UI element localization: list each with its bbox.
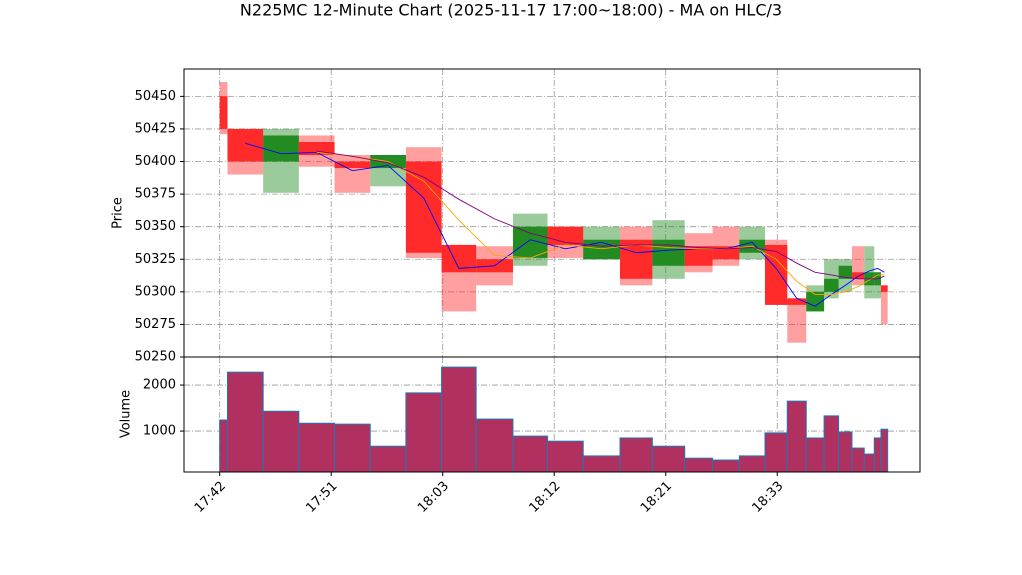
y-tick-label: 50375 [135,187,176,202]
y-tick-label: 50350 [135,219,176,234]
y-tick-label: 50300 [135,284,176,299]
volume-bar [684,457,714,473]
volume-bar [298,422,336,473]
volume-bar [512,435,549,473]
volume-bar [873,437,882,473]
price-frame [183,68,921,358]
y-axis-label: Price [111,197,126,229]
volume-bar [712,459,740,473]
candle-body [851,272,865,279]
candle-body [787,298,807,305]
x-tick-label: 18:33 [749,479,786,516]
volume-bar [764,432,788,473]
y-tick-label: 50250 [135,350,176,365]
volume-bar [475,418,514,473]
y-tick-label: 1000 [143,424,176,439]
y-tick-label: 50450 [135,89,176,104]
volume-bar [441,366,477,473]
ma-line [316,151,885,295]
volume-frame [183,356,921,473]
volume-bar [838,431,853,473]
candle-body [652,239,685,266]
candle-body [838,265,852,279]
candle-body [824,278,839,292]
candle-wick [787,298,807,343]
ma-line [316,150,885,280]
candle-body [583,239,621,260]
volume-bar [851,447,865,473]
volume-bar [405,392,443,473]
candle-body [764,244,788,305]
volume-bar [582,455,621,473]
volume-axis-label: Volume [119,390,134,438]
x-tick-label: 18:12 [526,479,563,516]
candle-wick [880,285,888,325]
plot-area: 50250 50275 50300 50325 50350 50375 50400 50425… [135,69,920,516]
x-tick-label: 17:42 [192,479,229,516]
x-tick-label: 17:51 [303,479,340,516]
chart-title: N225MC 12-Minute Chart (2025-11-17 17:00… [240,1,782,20]
volume-bar [651,445,686,473]
candle-body [880,285,888,292]
volume-bar [226,371,264,473]
volume-bar [369,445,407,473]
candle-body [684,246,713,266]
candle-body [712,246,740,260]
candle-body [263,135,299,162]
x-tick-label: 18:21 [638,479,675,516]
volume-bar [805,437,825,473]
volume-bar [863,453,875,473]
volume-bar [219,419,228,473]
candle-body [405,161,442,253]
volume-bar [262,410,300,473]
volume-bar [738,455,766,473]
y-tick-label: 50425 [135,121,176,136]
candle-body [219,96,228,129]
candle-body [806,291,825,312]
candle-body [334,161,371,169]
y-tick-label: 50275 [135,317,176,332]
volume-bar [547,440,584,473]
y-tick-label: 50400 [135,154,176,169]
volume-bar [786,400,807,473]
candle-body [227,128,264,162]
x-tick-label: 18:03 [415,479,452,516]
ma-line [245,142,885,307]
candle-body [298,141,335,156]
volume-bar [880,428,889,473]
candle-wick [334,155,371,193]
volume-bar [334,423,371,473]
volume-bar [823,415,840,473]
volume-bar [619,437,653,473]
y-tick-label: 2000 [143,378,176,393]
y-tick-label: 50325 [135,252,176,267]
